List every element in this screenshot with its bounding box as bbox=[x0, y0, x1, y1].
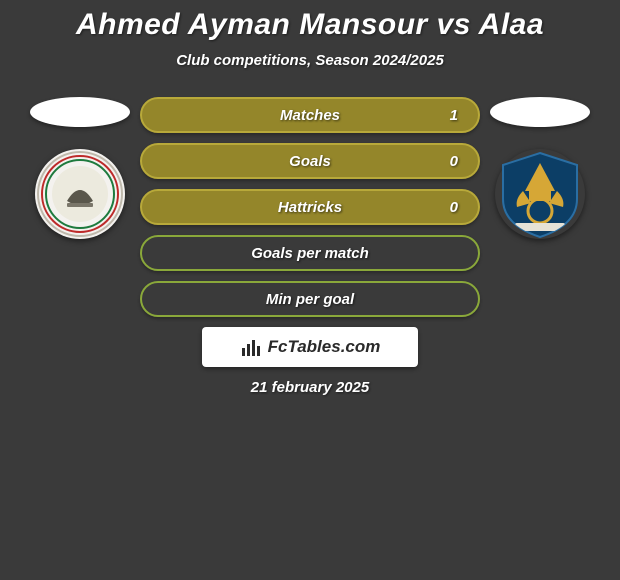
stat-value: 1 bbox=[450, 107, 458, 124]
stat-row: Min per goal bbox=[140, 281, 480, 317]
stat-label: Matches bbox=[280, 107, 340, 124]
right-player-column bbox=[490, 97, 590, 239]
stat-value: 0 bbox=[450, 153, 458, 170]
comparison-area: Matches 1 Goals 0 Hattricks 0 Goals per match M… bbox=[0, 97, 620, 317]
stat-row: Matches 1 bbox=[140, 97, 480, 133]
right-player-photo-placeholder bbox=[490, 97, 590, 127]
stat-value: 0 bbox=[450, 199, 458, 216]
right-team-badge-svg bbox=[495, 149, 585, 239]
stats-column: Matches 1 Goals 0 Hattricks 0 Goals per match M… bbox=[140, 97, 480, 317]
right-team-badge bbox=[495, 149, 585, 239]
stat-row: Goals per match bbox=[140, 235, 480, 271]
date-label: 21 february 2025 bbox=[0, 379, 620, 396]
stat-label: Min per goal bbox=[266, 291, 354, 308]
stat-row: Hattricks 0 bbox=[140, 189, 480, 225]
stat-label: Hattricks bbox=[278, 199, 342, 216]
bar-chart-icon bbox=[240, 336, 262, 358]
branding-text: FcTables.com bbox=[268, 337, 381, 357]
left-player-photo-placeholder bbox=[30, 97, 130, 127]
stat-label: Goals bbox=[289, 153, 331, 170]
infographic-container: Ahmed Ayman Mansour vs Alaa Club competi… bbox=[0, 0, 620, 396]
branding-badge: FcTables.com bbox=[202, 327, 418, 367]
left-team-badge-svg bbox=[35, 149, 125, 239]
stat-row: Goals 0 bbox=[140, 143, 480, 179]
stat-label: Goals per match bbox=[251, 245, 369, 262]
page-subtitle: Club competitions, Season 2024/2025 bbox=[0, 52, 620, 69]
left-team-badge bbox=[35, 149, 125, 239]
left-player-column bbox=[30, 97, 130, 239]
page-title: Ahmed Ayman Mansour vs Alaa bbox=[0, 8, 620, 42]
